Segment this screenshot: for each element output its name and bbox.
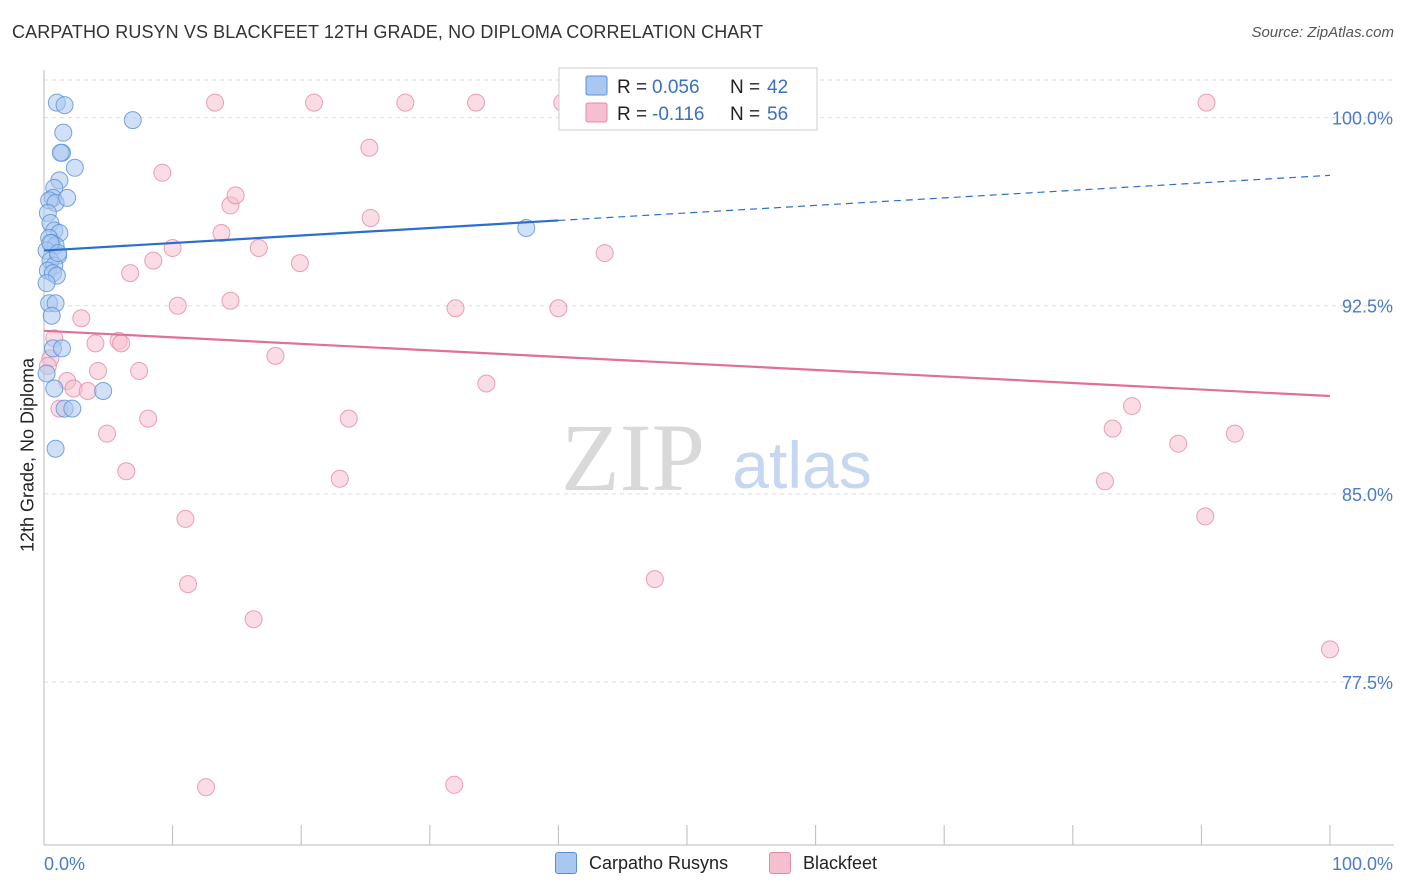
trend-line-extension-carpatho-rusyns bbox=[558, 174, 1331, 222]
data-point-blackfeet bbox=[130, 361, 149, 380]
legend-swatch-blackfeet bbox=[769, 852, 791, 874]
data-point-blackfeet bbox=[645, 570, 664, 589]
data-point-blackfeet bbox=[153, 163, 172, 182]
data-point-blackfeet bbox=[477, 374, 496, 393]
legend-label-blackfeet: Blackfeet bbox=[803, 852, 878, 873]
data-point-carpatho-rusyns bbox=[65, 158, 84, 177]
data-point-blackfeet bbox=[445, 775, 464, 794]
trend-line-carpatho-rusyns bbox=[43, 219, 559, 252]
data-point-blackfeet bbox=[249, 239, 268, 258]
data-point-blackfeet bbox=[1225, 424, 1244, 443]
data-point-blackfeet bbox=[1103, 419, 1122, 438]
y-tick-label: 77.5% bbox=[1342, 673, 1393, 693]
data-point-blackfeet bbox=[244, 610, 263, 629]
data-point-blackfeet bbox=[1095, 472, 1114, 491]
trend-line-blackfeet bbox=[43, 329, 1331, 398]
data-point-carpatho-rusyns bbox=[49, 244, 68, 263]
data-point-blackfeet bbox=[1321, 640, 1339, 659]
stats-r-value-0: 0.056 bbox=[652, 77, 700, 98]
grid-lines bbox=[44, 79, 1394, 683]
data-point-blackfeet bbox=[226, 186, 245, 205]
stats-r-label-0: R = bbox=[617, 77, 647, 98]
data-point-blackfeet bbox=[305, 93, 324, 112]
data-point-blackfeet bbox=[467, 93, 486, 112]
data-point-blackfeet bbox=[86, 334, 105, 353]
data-point-blackfeet bbox=[361, 208, 380, 227]
data-point-blackfeet bbox=[1197, 93, 1216, 112]
data-point-blackfeet bbox=[206, 93, 225, 112]
legend-swatch-carpatho-rusyns bbox=[555, 852, 577, 874]
stats-legend: R = 0.056 N = 42 R = -0.116 N = 56 bbox=[558, 67, 818, 131]
data-point-carpatho-rusyns bbox=[54, 123, 73, 142]
data-point-blackfeet bbox=[549, 299, 568, 318]
data-point-blackfeet bbox=[98, 424, 117, 443]
stats-n-label-1: N = bbox=[730, 104, 760, 125]
data-point-blackfeet bbox=[290, 254, 309, 273]
data-point-carpatho-rusyns bbox=[42, 306, 61, 325]
data-point-blackfeet bbox=[330, 469, 349, 488]
data-point-blackfeet bbox=[339, 409, 358, 428]
data-point-blackfeet bbox=[168, 296, 187, 315]
y-tick-label: 100.0% bbox=[1332, 109, 1393, 129]
data-point-carpatho-rusyns bbox=[53, 339, 72, 358]
data-point-blackfeet bbox=[595, 244, 614, 263]
y-tick-label: 85.0% bbox=[1342, 485, 1393, 505]
data-point-carpatho-rusyns bbox=[63, 399, 82, 418]
data-point-blackfeet bbox=[89, 361, 108, 380]
data-point-carpatho-rusyns bbox=[58, 188, 77, 207]
legend-item-carpatho-rusyns[interactable]: Carpatho Rusyns bbox=[555, 852, 728, 874]
data-point-blackfeet bbox=[144, 251, 163, 270]
x-tick-label-max: 100.0% bbox=[1332, 854, 1393, 874]
watermark: ZIP atlas bbox=[561, 404, 872, 511]
watermark-zip: ZIP bbox=[561, 404, 705, 511]
data-point-carpatho-rusyns bbox=[123, 111, 142, 130]
data-point-blackfeet bbox=[212, 224, 231, 242]
stats-n-value-1: 56 bbox=[767, 104, 788, 125]
series-legend: Carpatho Rusyns Blackfeet bbox=[0, 852, 1406, 878]
data-point-carpatho-rusyns bbox=[46, 439, 65, 458]
x-tick-label-min: 0.0% bbox=[44, 854, 85, 874]
data-point-blackfeet bbox=[1196, 507, 1215, 526]
data-point-blackfeet bbox=[139, 409, 158, 428]
axes bbox=[43, 70, 1394, 846]
data-point-blackfeet bbox=[266, 346, 285, 365]
stats-n-value-0: 42 bbox=[767, 77, 788, 98]
data-point-blackfeet bbox=[221, 291, 240, 310]
data-point-carpatho-rusyns bbox=[45, 379, 64, 398]
data-point-blackfeet bbox=[78, 382, 97, 401]
data-point-carpatho-rusyns bbox=[55, 96, 74, 115]
data-point-carpatho-rusyns bbox=[51, 143, 70, 162]
data-point-blackfeet bbox=[121, 264, 140, 283]
chart-title: CARPATHO RUSYN VS BLACKFEET 12TH GRADE, … bbox=[12, 22, 764, 42]
data-point-carpatho-rusyns bbox=[37, 364, 56, 383]
data-point-blackfeet bbox=[179, 575, 198, 594]
stats-n-label-0: N = bbox=[730, 77, 760, 98]
data-point-carpatho-rusyns bbox=[37, 274, 56, 293]
tick-labels: 77.5% 85.0% 92.5% 100.0% 0.0% 100.0% bbox=[44, 109, 1393, 874]
data-point-blackfeet bbox=[112, 334, 131, 353]
data-point-blackfeet bbox=[396, 93, 415, 112]
data-point-blackfeet bbox=[360, 138, 379, 157]
data-point-blackfeet bbox=[176, 509, 195, 528]
data-point-carpatho-rusyns bbox=[94, 382, 113, 401]
data-point-blackfeet bbox=[1122, 397, 1141, 416]
trend-lines bbox=[43, 174, 1331, 398]
data-point-blackfeet bbox=[197, 778, 216, 797]
source-label: Source: ZipAtlas.com bbox=[1251, 24, 1394, 41]
data-point-blackfeet bbox=[117, 462, 136, 481]
legend-label-carpatho-rusyns: Carpatho Rusyns bbox=[589, 852, 729, 873]
data-point-blackfeet bbox=[446, 299, 465, 318]
data-point-blackfeet bbox=[1169, 434, 1188, 453]
legend-item-blackfeet[interactable]: Blackfeet bbox=[769, 852, 877, 874]
stats-legend-swatch-blackfeet bbox=[585, 102, 608, 123]
stats-r-label-1: R = bbox=[617, 104, 647, 125]
stats-r-value-1: -0.116 bbox=[652, 104, 704, 125]
data-point-carpatho-rusyns bbox=[517, 218, 536, 237]
data-point-blackfeet bbox=[72, 309, 91, 328]
stats-legend-swatch-carpatho bbox=[585, 75, 608, 96]
y-tick-label: 92.5% bbox=[1342, 297, 1393, 317]
watermark-atlas: atlas bbox=[732, 428, 871, 502]
data-points bbox=[37, 93, 1339, 797]
